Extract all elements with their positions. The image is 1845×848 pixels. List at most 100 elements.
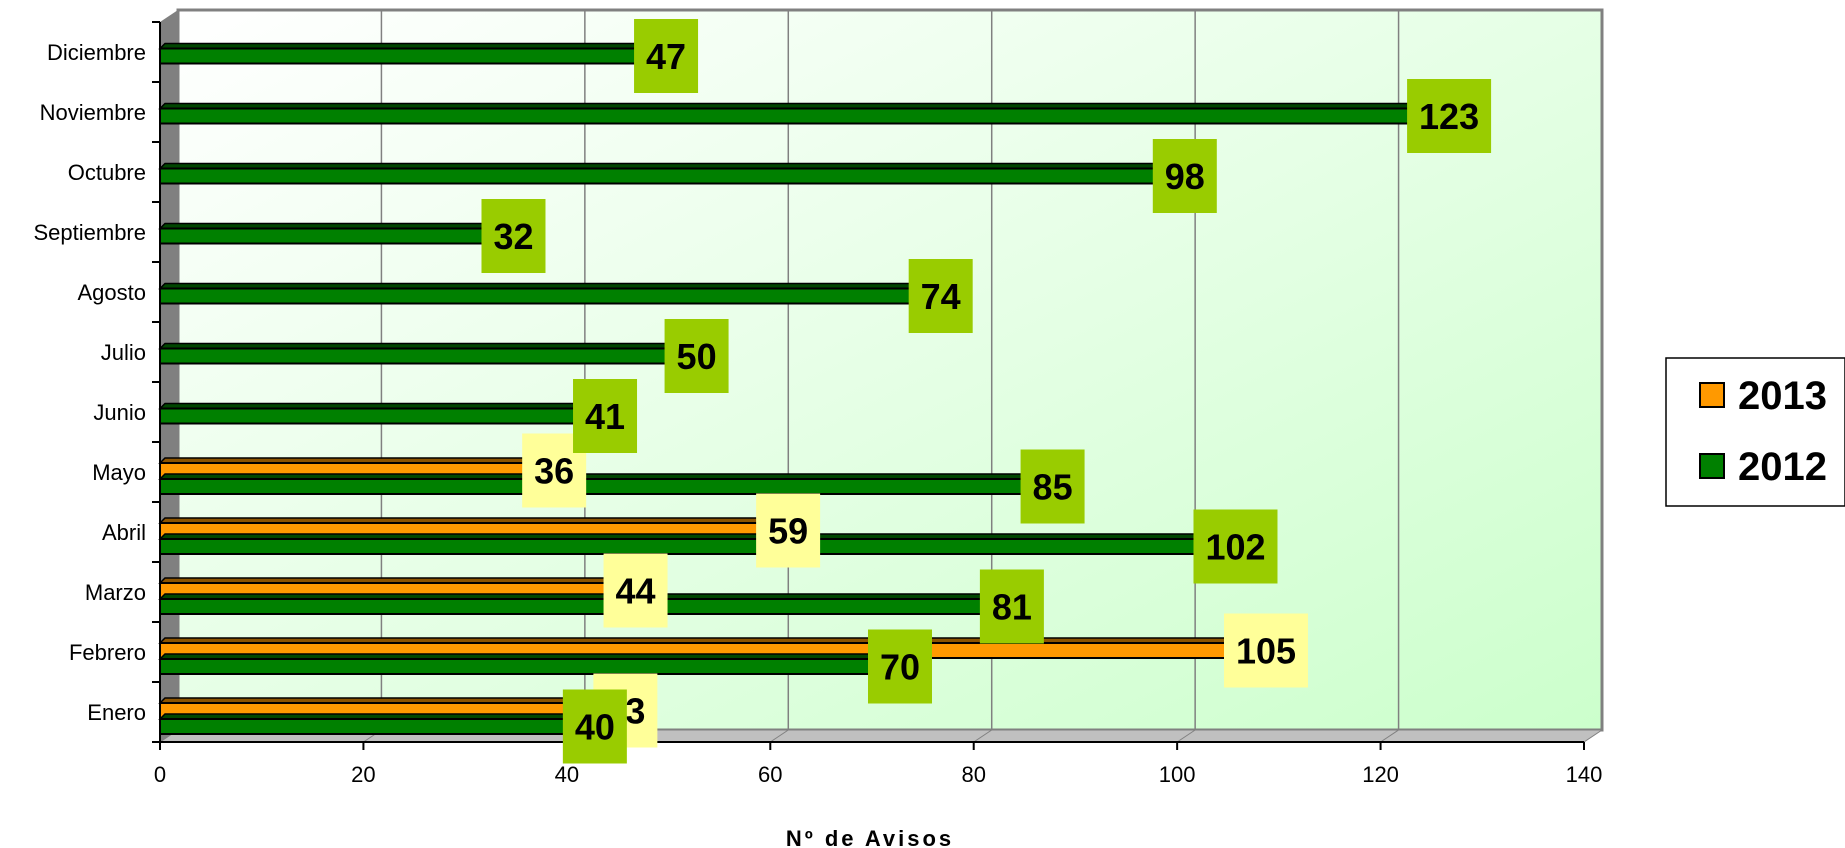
- data-label-value: 98: [1165, 156, 1205, 197]
- category-label-septiembre: Septiembre: [33, 220, 146, 245]
- bar-front-face: [159, 478, 1026, 495]
- data-label-value: 47: [646, 36, 686, 77]
- bar-2012-abril: [158, 532, 1205, 556]
- legend-swatch-2013: [1699, 382, 1725, 408]
- bar-2012-enero: [158, 712, 574, 736]
- data-label-bg: [908, 259, 973, 333]
- floor-gridline-80: [973, 729, 992, 743]
- data-label-value: 59: [768, 511, 808, 552]
- bar-front-face: [159, 538, 1199, 555]
- data-label-2012-junio: 41: [573, 379, 638, 453]
- x-tick-label-40: 40: [555, 762, 579, 787]
- data-label-2012-marzo: 81: [979, 569, 1044, 644]
- x-tick-label-60: 60: [758, 762, 782, 787]
- bar-2012-septiembre: [158, 221, 493, 246]
- legend-items: 2013 2012: [1699, 374, 1827, 489]
- plot-left-wall: [160, 10, 178, 742]
- bar-front-face: [159, 107, 1413, 125]
- x-tick-label-100: 100: [1159, 762, 1196, 787]
- category-labels: Enero Febrero Marzo Abril Mayo Junio Julio Agos…: [33, 40, 146, 725]
- bar-2012-diciembre: [158, 41, 645, 66]
- category-label-febrero: Febrero: [69, 640, 146, 665]
- data-label-2012-noviembre: 123: [1407, 79, 1492, 153]
- axes: [152, 21, 1585, 750]
- bar-front-face: [159, 347, 670, 365]
- data-label-bg: [1407, 79, 1492, 153]
- category-label-mayo: Mayo: [92, 460, 146, 485]
- data-label-value: 85: [1033, 467, 1073, 508]
- data-label-bg: [634, 19, 699, 93]
- floor-gridline-120: [1380, 729, 1399, 743]
- data-label-2013-marzo: 44: [603, 553, 668, 628]
- data-label-bg: [573, 379, 638, 453]
- data-label-value: 102: [1205, 527, 1265, 568]
- data-label-value: 41: [585, 396, 625, 437]
- data-label-value: 50: [677, 336, 717, 377]
- bar-2012-marzo: [158, 592, 991, 616]
- data-label-value: 44: [616, 571, 656, 612]
- data-label-2012-diciembre: 47: [634, 19, 699, 93]
- bar-front-face: [159, 47, 640, 65]
- legend-swatch-2012: [1699, 453, 1725, 479]
- data-label-value: 36: [534, 451, 574, 492]
- category-label-julio: Julio: [101, 340, 146, 365]
- data-label-bg: [1193, 509, 1278, 584]
- bar-front-face: [159, 167, 1158, 185]
- legend-item-2013: 2013: [1699, 374, 1827, 418]
- data-label-value: 40: [575, 707, 615, 748]
- x-tick-label-0: 0: [154, 762, 166, 787]
- category-label-abril: Abril: [102, 520, 146, 545]
- bar-front-face: [159, 658, 873, 675]
- bar-2012-octubre: [158, 161, 1164, 186]
- x-tick-label-80: 80: [961, 762, 985, 787]
- data-label-bg: [1020, 449, 1085, 524]
- data-label-2013-abril: 59: [756, 493, 821, 568]
- data-label-2013-febrero: 105: [1224, 613, 1308, 688]
- data-label-2012-mayo: 85: [1020, 449, 1085, 524]
- data-label-value: 74: [921, 276, 961, 317]
- bar-front-face: [159, 407, 579, 425]
- x-tick-label-20: 20: [351, 762, 375, 787]
- category-label-agosto: Agosto: [78, 280, 147, 305]
- x-tick-label-120: 120: [1362, 762, 1399, 787]
- floor-gridline-100: [1176, 729, 1196, 743]
- category-label-enero: Enero: [87, 700, 146, 725]
- data-label-value: 123: [1419, 96, 1479, 137]
- floor-gridline-60: [770, 729, 789, 743]
- tick-labels: 0 20 40 60 80 100 120 140: [154, 762, 1602, 787]
- data-label-value: 70: [880, 647, 920, 688]
- data-label-value: 81: [992, 587, 1032, 628]
- data-label-bg: [603, 553, 668, 628]
- data-label-bg: [979, 569, 1044, 644]
- bar-2012-noviembre: [158, 101, 1418, 126]
- data-label-bg: [562, 689, 627, 764]
- legend: 2013 2012: [1665, 357, 1845, 507]
- data-label-bg: [756, 493, 821, 568]
- data-label-bg: [1224, 613, 1308, 688]
- x-axis-title: Nº de Avisos: [786, 826, 954, 848]
- legend-item-2012: 2012: [1699, 445, 1827, 489]
- data-label-bg: [868, 629, 932, 704]
- data-label-bg: [664, 319, 729, 393]
- category-label-junio: Junio: [93, 400, 146, 425]
- data-label-2012-agosto: 74: [908, 259, 973, 333]
- bar-front-face: [159, 287, 914, 305]
- data-label-bg: [481, 199, 546, 273]
- legend-label-2013: 2013: [1738, 374, 1827, 418]
- bar-2012-mayo: [158, 472, 1032, 496]
- category-label-octubre: Octubre: [68, 160, 146, 185]
- category-label-diciembre: Diciembre: [47, 40, 146, 65]
- bar-front-face: [159, 598, 985, 615]
- bar-front-face: [159, 227, 487, 245]
- data-label-value: 32: [493, 216, 533, 257]
- bar-2012-agosto: [158, 281, 920, 306]
- bar-2012-junio: [158, 401, 584, 426]
- data-label-2012-febrero: 70: [868, 629, 932, 704]
- data-label-value: 105: [1236, 631, 1296, 672]
- data-label-2012-abril: 102: [1193, 509, 1278, 584]
- category-label-noviembre: Noviembre: [40, 100, 146, 125]
- data-label-2012-octubre: 98: [1152, 139, 1217, 213]
- bar-front-face: [159, 718, 568, 735]
- data-label-bg: [1152, 139, 1217, 213]
